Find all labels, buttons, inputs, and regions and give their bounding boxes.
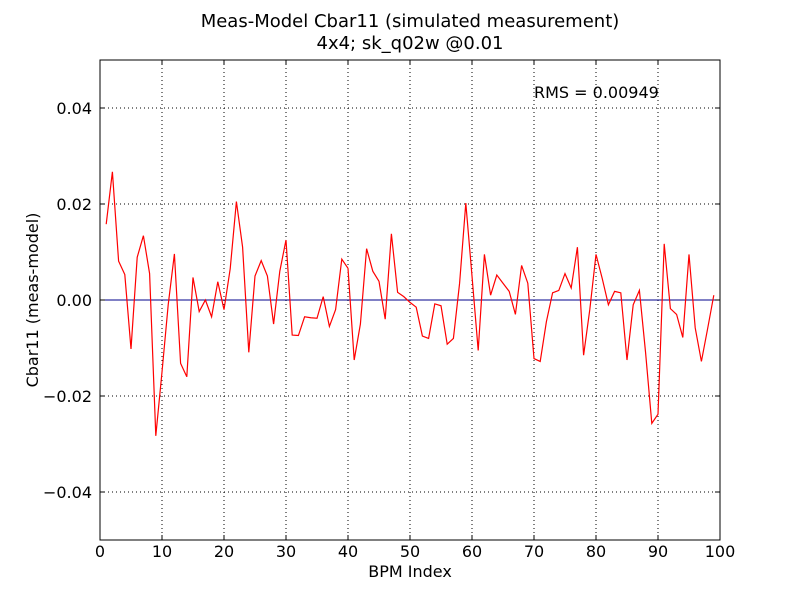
chart-title: Meas-Model Cbar11 (simulated measurement… — [201, 11, 620, 32]
x-axis-label: BPM Index — [368, 562, 452, 581]
x-tick-label: 80 — [586, 542, 606, 561]
x-tick-label: 40 — [338, 542, 358, 561]
y-tick-label: −0.04 — [43, 483, 92, 502]
x-tick-label: 10 — [152, 542, 172, 561]
x-tick-label: 60 — [462, 542, 482, 561]
x-tick-label: 20 — [214, 542, 234, 561]
series-layer — [105, 171, 715, 436]
x-tick-label: 100 — [705, 542, 736, 561]
chart-subtitle: 4x4; sk_q02w @0.01 — [317, 33, 504, 54]
ticks: 0 10 20 30 40 50 60 70 80 90 100 −0.04 −0.02 0.00 0.02… — [43, 60, 735, 561]
x-tick-label: 0 — [95, 542, 105, 561]
x-tick-label: 50 — [400, 542, 420, 561]
y-tick-label: −0.02 — [43, 387, 92, 406]
y-axis-label: Cbar11 (meas-model) — [23, 213, 42, 388]
x-tick-label: 70 — [524, 542, 544, 561]
x-tick-label: 90 — [648, 542, 668, 561]
y-tick-label: 0.02 — [56, 195, 92, 214]
x-tick-label: 30 — [276, 542, 296, 561]
y-tick-label: 0.00 — [56, 291, 92, 310]
rms-annotation: RMS = 0.00949 — [534, 83, 659, 102]
series-line — [105, 171, 715, 436]
y-tick-label: 0.04 — [56, 99, 92, 118]
